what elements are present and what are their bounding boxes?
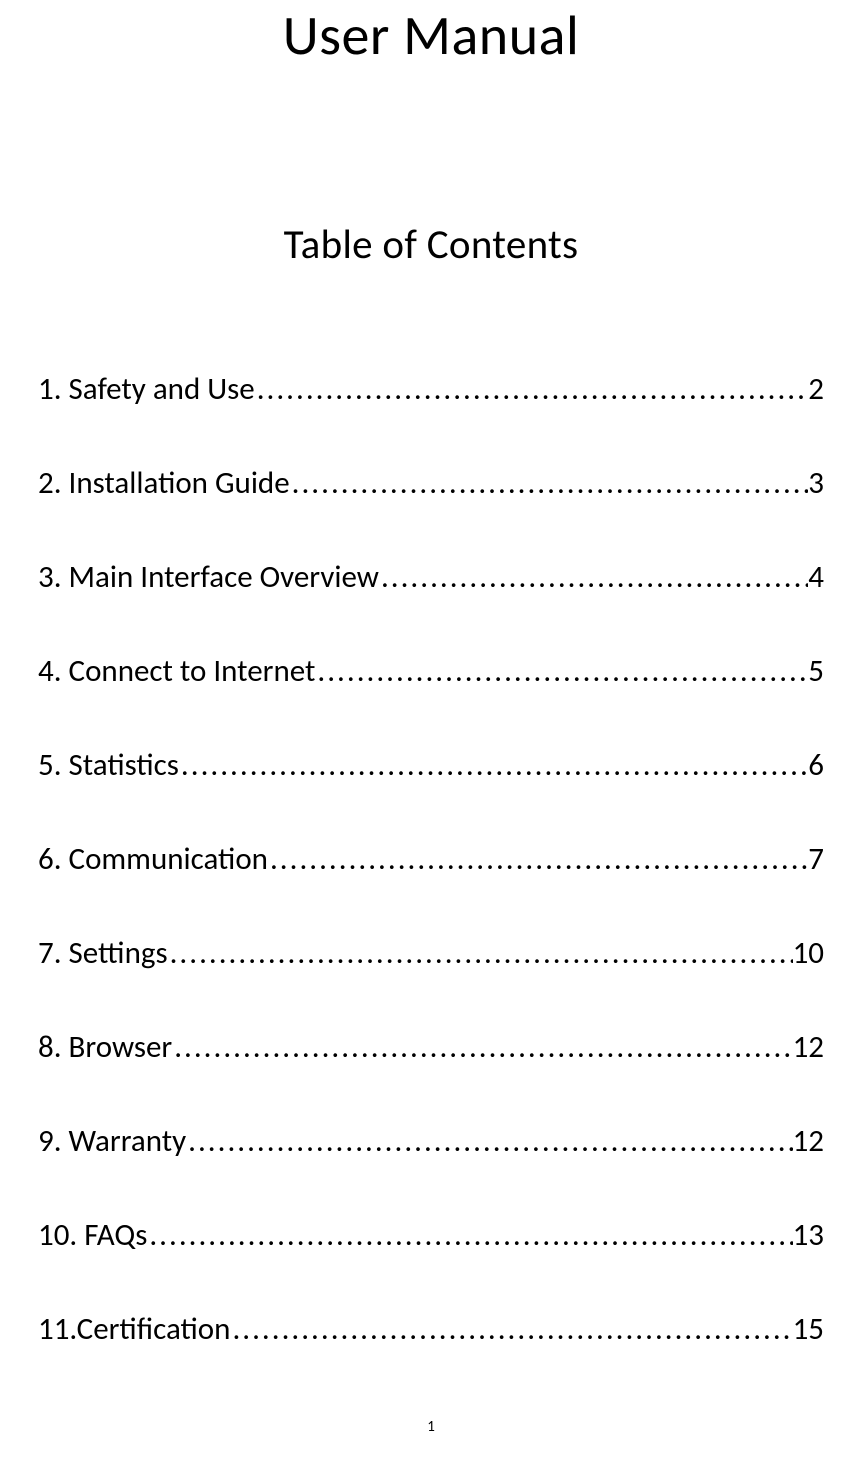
- toc-entry-page: 7: [808, 840, 824, 878]
- toc-entry-leader: [315, 652, 808, 690]
- toc-entry-label: 3. Main Interface Overview: [38, 558, 379, 596]
- toc-entry-leader: [179, 746, 808, 784]
- toc-entry-label: 11.Certification: [38, 1310, 230, 1348]
- toc-entry-page: 4: [808, 558, 824, 596]
- toc-entry-label: 10. FAQs: [38, 1216, 147, 1254]
- toc-entry-label: 8. Browser: [38, 1028, 172, 1066]
- toc-entry: 11.Certification 15: [38, 1310, 824, 1348]
- toc-entry: 1. Safety and Use 2: [38, 370, 824, 408]
- toc-entry-leader: [255, 370, 809, 408]
- toc-entry-leader: [168, 934, 793, 972]
- toc-entry-page: 12: [793, 1028, 824, 1066]
- toc-entry-label: 5. Statistics: [38, 746, 179, 784]
- toc-entry-page: 2: [808, 370, 824, 408]
- toc-entry-label: 9. Warranty: [38, 1122, 186, 1160]
- toc-entry: 3. Main Interface Overview 4: [38, 558, 824, 596]
- toc-entry: 9. Warranty 12: [38, 1122, 824, 1160]
- toc-entry: 2. Installation Guide 3: [38, 464, 824, 502]
- toc-entry-page: 10: [793, 934, 824, 972]
- toc-entry-label: 6. Communication: [38, 840, 268, 878]
- toc-entry-page: 6: [808, 746, 824, 784]
- toc-entry: 4. Connect to Internet 5: [38, 652, 824, 690]
- toc-entry: 6. Communication 7: [38, 840, 824, 878]
- toc-entry-page: 5: [808, 652, 824, 690]
- toc-list: 1. Safety and Use 2 2. Installation Guid…: [38, 370, 824, 1348]
- toc-title: Table of Contents: [38, 220, 824, 270]
- page-number: 1: [0, 1418, 862, 1436]
- toc-entry-page: 13: [793, 1216, 824, 1254]
- toc-entry-leader: [230, 1310, 792, 1348]
- toc-entry-label: 1. Safety and Use: [38, 370, 255, 408]
- toc-entry: 7. Settings 10: [38, 934, 824, 972]
- toc-entry-label: 2. Installation Guide: [38, 464, 290, 502]
- toc-entry-leader: [172, 1028, 792, 1066]
- toc-entry: 5. Statistics 6: [38, 746, 824, 784]
- toc-entry-label: 4. Connect to Internet: [38, 652, 315, 690]
- toc-entry: 8. Browser 12: [38, 1028, 824, 1066]
- toc-entry-page: 12: [793, 1122, 824, 1160]
- toc-entry-leader: [147, 1216, 792, 1254]
- document-main-title: User Manual: [38, 0, 824, 70]
- toc-entry-leader: [290, 464, 809, 502]
- toc-entry-page: 15: [793, 1310, 824, 1348]
- toc-entry: 10. FAQs 13: [38, 1216, 824, 1254]
- toc-entry-label: 7. Settings: [38, 934, 168, 972]
- toc-entry-leader: [186, 1122, 792, 1160]
- toc-entry-page: 3: [808, 464, 824, 502]
- toc-entry-leader: [268, 840, 808, 878]
- toc-entry-leader: [379, 558, 808, 596]
